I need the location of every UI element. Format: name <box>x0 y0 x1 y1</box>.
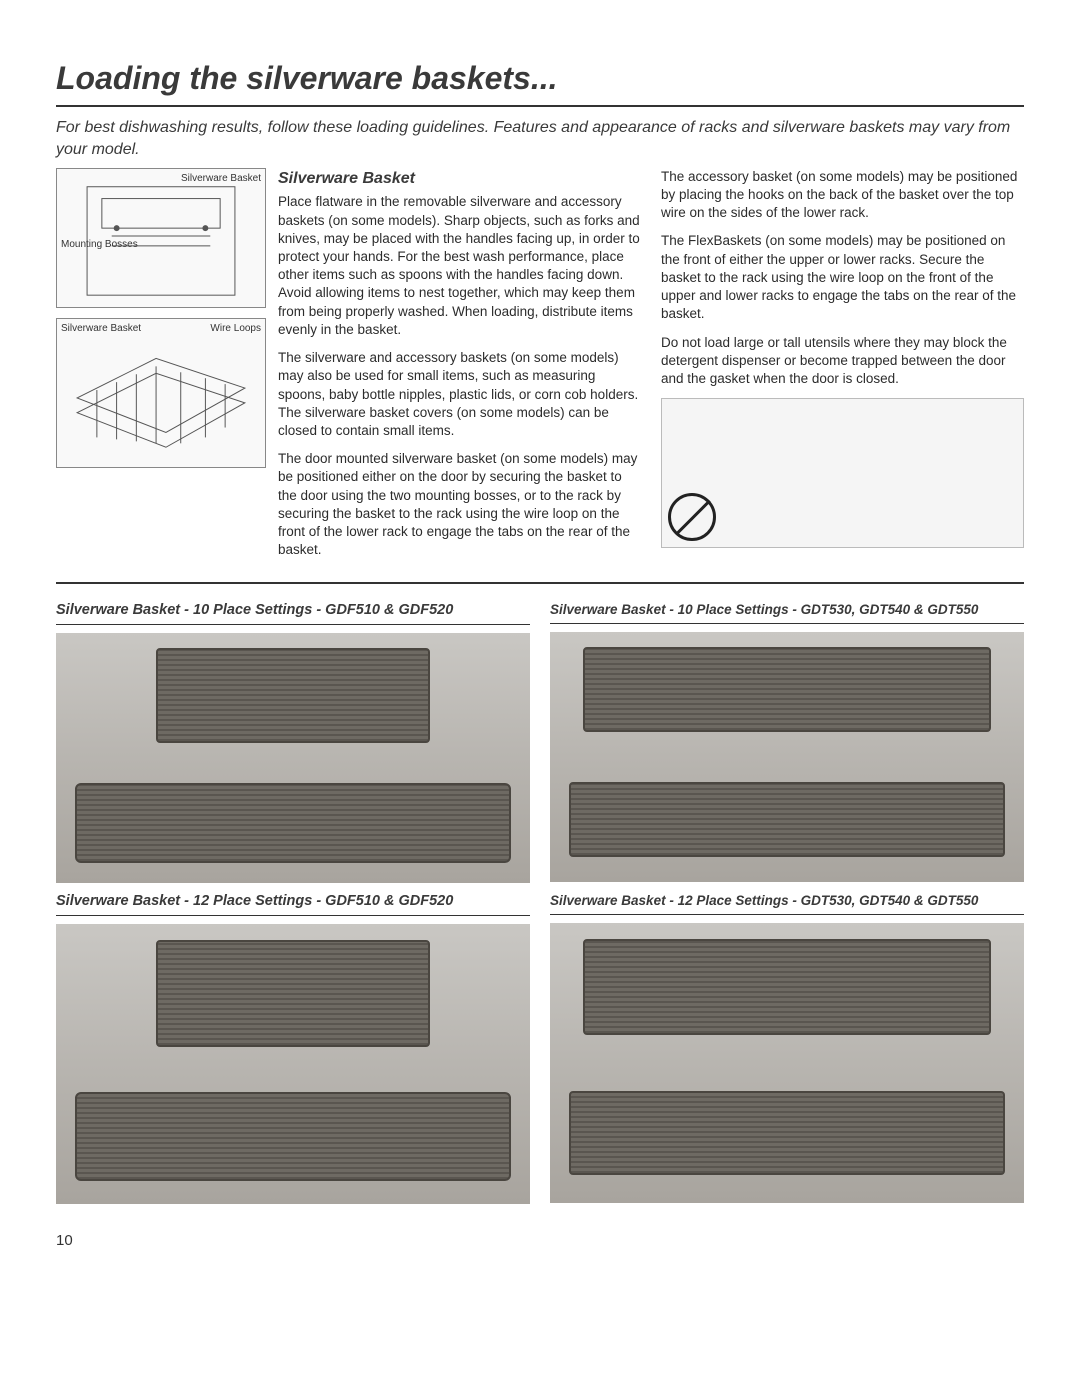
diagram-column: Silverware Basket Mounting Bosses Silver… <box>56 168 266 570</box>
caption-d: Silverware Basket - 12 Place Settings - … <box>550 883 1024 915</box>
para-6: Do not load large or tall utensils where… <box>661 334 1024 389</box>
photo-12-place-gdf <box>56 924 530 1204</box>
label-silverware-basket-top: Silverware Basket <box>181 173 261 184</box>
door-diagram: Silverware Basket Mounting Bosses <box>56 168 266 308</box>
top-section: Silverware Basket Mounting Bosses Silver… <box>56 168 1024 584</box>
intro-text: For best dishwashing results, follow the… <box>56 117 1024 162</box>
label-mounting-bosses: Mounting Bosses <box>61 239 138 250</box>
grid-row-1: Silverware Basket - 10 Place Settings - … <box>56 592 1024 883</box>
photo-10-place-gdf <box>56 633 530 883</box>
para-4: The accessory basket (on some models) ma… <box>661 168 1024 223</box>
page-number: 10 <box>56 1232 1024 1249</box>
photo-10-place-gdt <box>550 632 1024 882</box>
warning-illustration <box>661 398 1024 548</box>
text-col-right: The accessory basket (on some models) ma… <box>661 168 1024 570</box>
grid-row-2: Silverware Basket - 12 Place Settings - … <box>56 883 1024 1204</box>
para-3: The door mounted silverware basket (on s… <box>278 450 641 559</box>
label-wire-loops: Wire Loops <box>210 323 261 334</box>
grid-cell-a: Silverware Basket - 10 Place Settings - … <box>56 592 530 883</box>
prohibit-icon <box>668 493 716 541</box>
section-heading: Silverware Basket <box>278 168 641 190</box>
caption-a: Silverware Basket - 10 Place Settings - … <box>56 592 530 625</box>
rack-diagram: Silverware Basket Wire Loops <box>56 318 266 468</box>
rack-diagram-svg <box>57 319 265 467</box>
text-col-left: Silverware Basket Place flatware in the … <box>278 168 641 570</box>
door-diagram-svg <box>57 169 265 307</box>
grid-cell-d: Silverware Basket - 12 Place Settings - … <box>550 883 1024 1204</box>
photo-12-place-gdt <box>550 923 1024 1203</box>
grid-cell-c: Silverware Basket - 12 Place Settings - … <box>56 883 530 1204</box>
label-silverware-basket-side: Silverware Basket <box>61 323 141 334</box>
caption-c: Silverware Basket - 12 Place Settings - … <box>56 883 530 916</box>
para-5: The FlexBaskets (on some models) may be … <box>661 232 1024 323</box>
text-columns: Silverware Basket Place flatware in the … <box>278 168 1024 570</box>
para-2: The silverware and accessory baskets (on… <box>278 349 641 440</box>
para-1: Place flatware in the removable silverwa… <box>278 193 641 339</box>
page-title: Loading the silverware baskets... <box>56 60 1024 107</box>
caption-b: Silverware Basket - 10 Place Settings - … <box>550 592 1024 624</box>
photo-grid: Silverware Basket - 10 Place Settings - … <box>56 592 1024 1204</box>
grid-cell-b: Silverware Basket - 10 Place Settings - … <box>550 592 1024 883</box>
